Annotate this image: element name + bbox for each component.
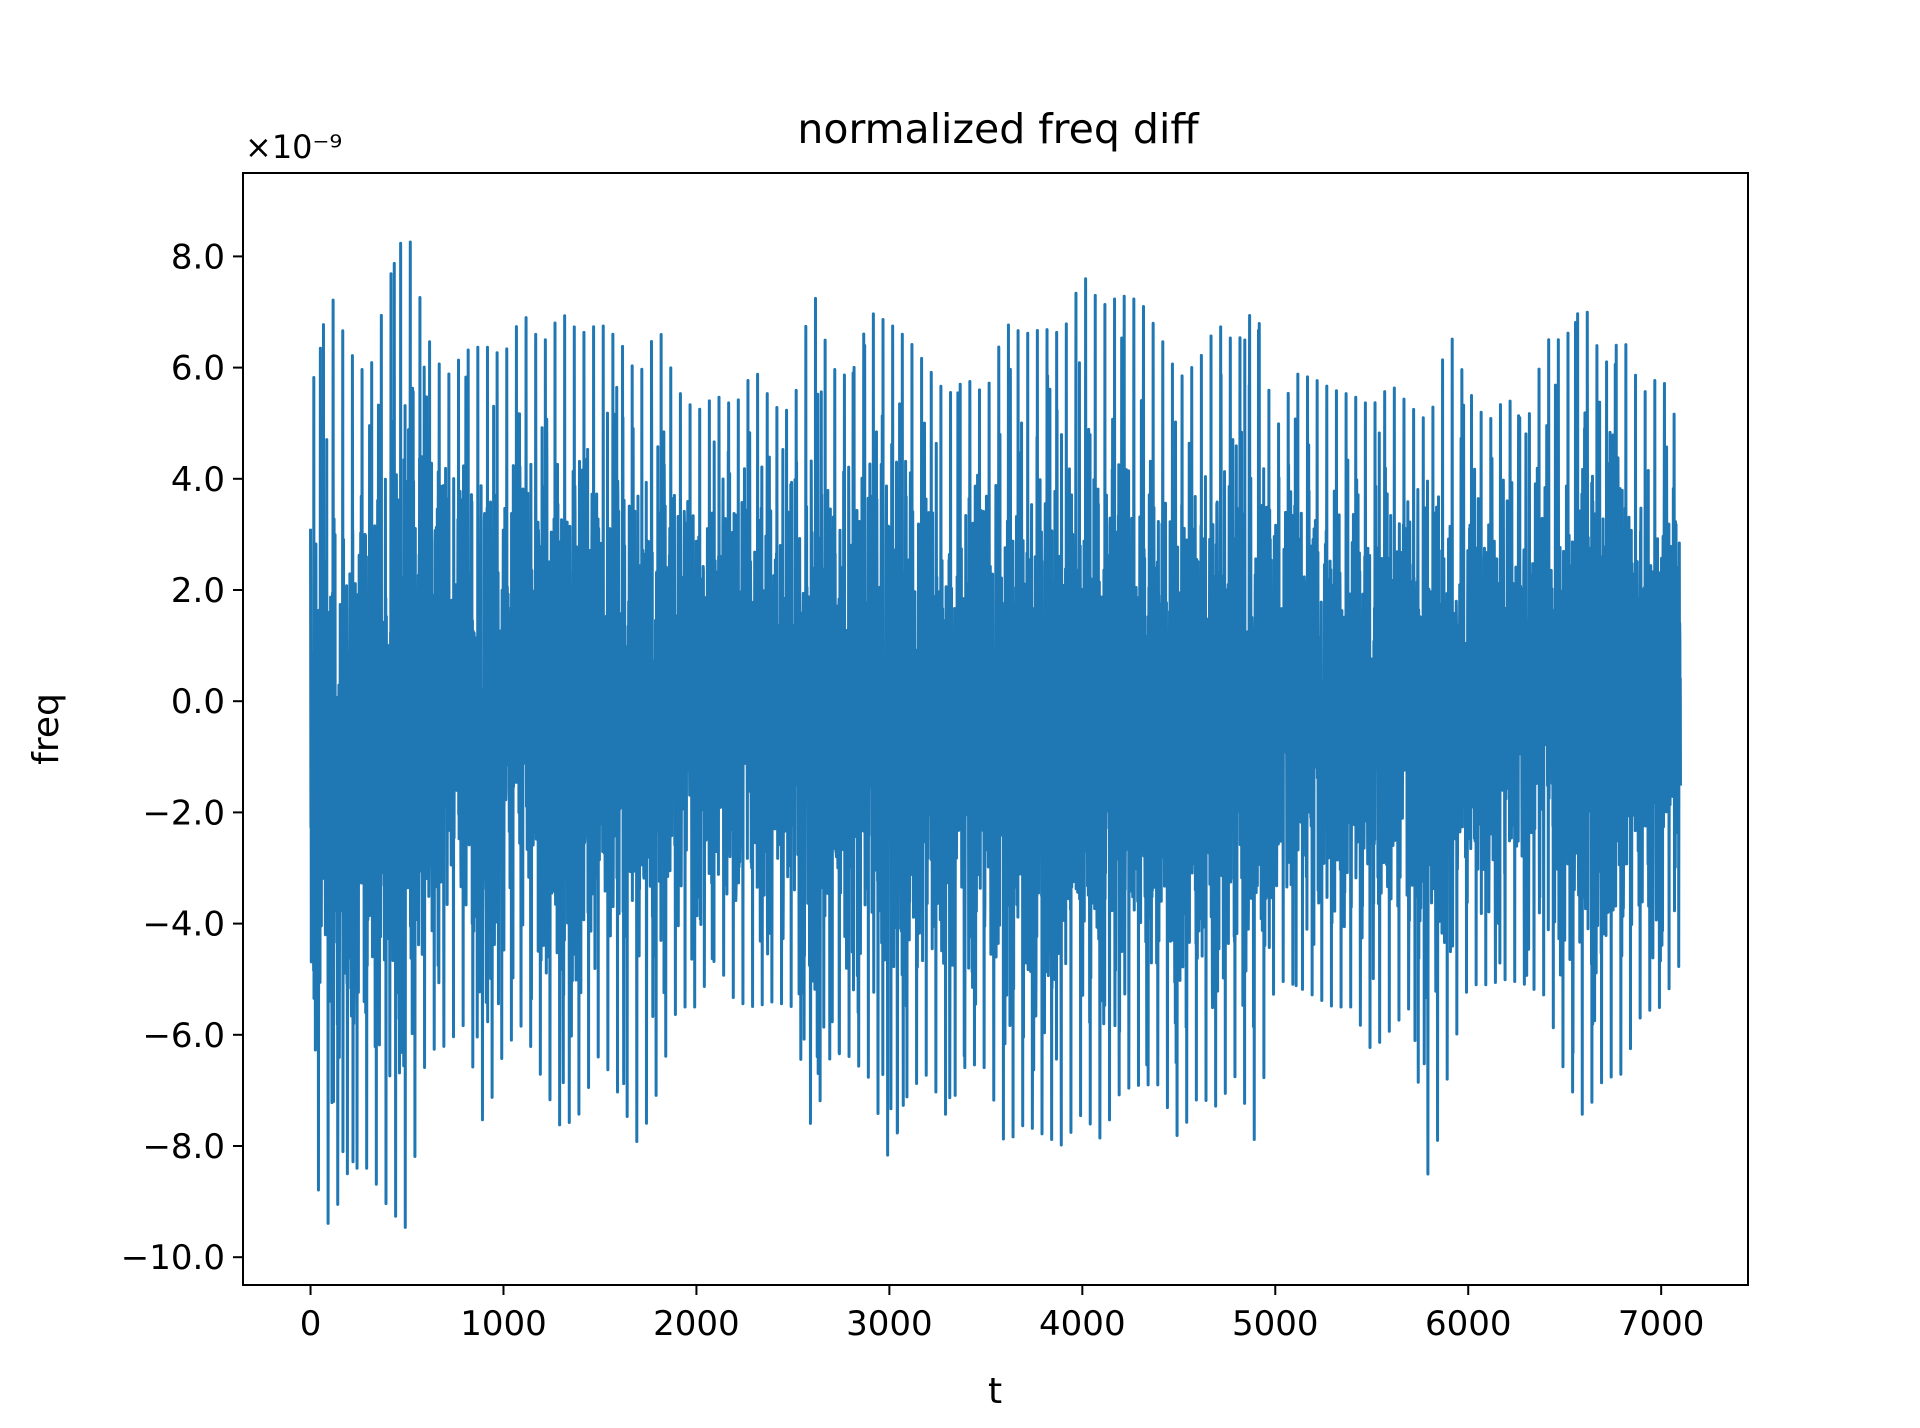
series-layer xyxy=(309,240,1682,1229)
y-tick-label: 8.0 xyxy=(171,237,225,277)
x-tick-label: 5000 xyxy=(1232,1304,1319,1344)
plot-area-frame xyxy=(242,172,1749,1286)
x-axis-ticks: 0 1000 2000 3000 4000 5000 6000 7000 xyxy=(300,1285,1705,1344)
series-line xyxy=(309,240,1682,1229)
x-tick-label: 2000 xyxy=(653,1304,740,1344)
y-tick-label: −6.0 xyxy=(142,1016,225,1056)
y-tick-label: −4.0 xyxy=(142,905,225,945)
x-axis-label: t xyxy=(988,1371,1002,1412)
x-tick-label: 0 xyxy=(300,1304,322,1344)
x-tick-label: 3000 xyxy=(846,1304,933,1344)
y-axis-offset-label: ×10⁻⁹ xyxy=(245,128,342,166)
chart-title: normalized freq diff xyxy=(797,105,1200,153)
y-tick-label: −10.0 xyxy=(121,1238,225,1278)
y-tick-label: 2.0 xyxy=(171,571,225,611)
x-tick-label: 6000 xyxy=(1425,1304,1512,1344)
y-axis-ticks: −10.0 −8.0 −6.0 −4.0 −2.0 0.0 2.0 4.0 6.0 8.0 xyxy=(121,237,243,1278)
y-tick-label: 6.0 xyxy=(171,349,225,389)
x-tick-label: 4000 xyxy=(1039,1304,1126,1344)
y-tick-label: 4.0 xyxy=(171,460,225,500)
y-axis-label: freq xyxy=(26,693,67,765)
x-tick-label: 7000 xyxy=(1618,1304,1705,1344)
y-tick-label: −2.0 xyxy=(142,793,225,833)
x-tick-label: 1000 xyxy=(460,1304,547,1344)
y-tick-label: −8.0 xyxy=(142,1127,225,1167)
y-tick-label: 0.0 xyxy=(171,682,225,722)
